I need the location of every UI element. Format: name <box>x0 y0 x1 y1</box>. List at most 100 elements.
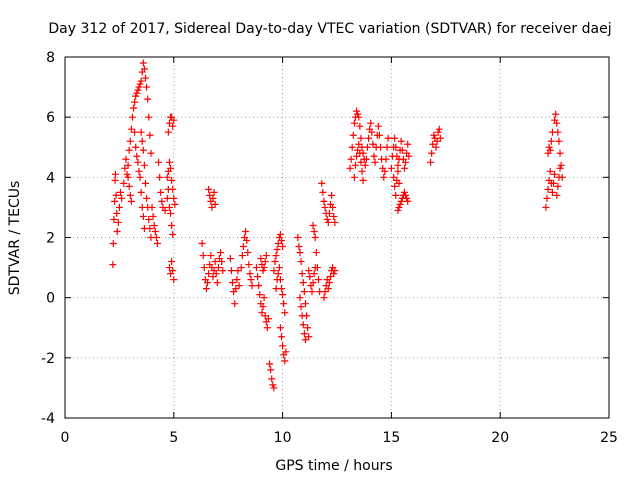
data-point <box>238 252 246 260</box>
data-point <box>304 324 312 332</box>
data-point <box>125 182 133 190</box>
data-point <box>321 203 329 211</box>
data-point <box>204 279 212 287</box>
data-point <box>400 188 408 196</box>
x-tick-label: 15 <box>382 430 400 446</box>
data-point <box>300 288 308 296</box>
data-point <box>280 300 288 308</box>
data-point <box>276 324 284 332</box>
data-point <box>390 173 398 181</box>
data-point <box>279 291 287 299</box>
data-point <box>432 143 440 151</box>
data-point <box>237 264 245 272</box>
data-point <box>113 227 121 235</box>
data-point <box>397 137 405 145</box>
data-point <box>282 348 290 356</box>
data-point <box>165 264 173 272</box>
data-point <box>200 264 208 272</box>
data-point <box>170 116 178 124</box>
data-point <box>114 218 122 226</box>
data-point <box>331 218 339 226</box>
data-point <box>169 185 177 193</box>
data-point <box>328 191 336 199</box>
data-point <box>395 203 403 211</box>
data-point <box>326 273 334 281</box>
data-point <box>279 243 287 251</box>
x-tick-label: 5 <box>169 430 178 446</box>
data-point <box>294 234 302 241</box>
data-point <box>123 170 131 178</box>
data-point <box>308 288 316 296</box>
data-point <box>136 80 144 88</box>
data-point <box>427 158 435 166</box>
data-point <box>257 255 265 263</box>
x-axis-label: GPS time / hours <box>275 458 392 474</box>
data-point <box>205 185 213 193</box>
data-point <box>211 258 219 266</box>
data-point <box>233 276 241 284</box>
data-point <box>299 279 307 287</box>
data-point <box>245 261 253 269</box>
data-point <box>359 176 367 184</box>
data-point <box>355 113 363 121</box>
data-point <box>298 270 306 278</box>
data-point <box>207 252 215 260</box>
data-point <box>208 203 216 211</box>
data-point <box>320 294 328 302</box>
data-point <box>330 270 338 278</box>
data-point <box>380 173 388 181</box>
data-point <box>274 240 282 248</box>
data-point <box>374 122 382 130</box>
data-point <box>554 128 562 136</box>
data-point <box>400 164 408 172</box>
data-point <box>246 270 254 278</box>
data-point <box>111 170 119 178</box>
data-point <box>278 285 286 293</box>
data-point <box>165 158 173 166</box>
y-tick-label: -4 <box>41 411 55 427</box>
data-point <box>354 110 362 118</box>
data-point <box>278 237 286 245</box>
data-point <box>356 149 364 157</box>
data-point <box>305 267 313 275</box>
x-tick-label: 20 <box>491 430 509 446</box>
data-point <box>433 137 441 145</box>
data-point <box>243 237 251 245</box>
data-point <box>370 152 378 160</box>
data-point <box>274 270 282 278</box>
data-point <box>545 143 553 151</box>
data-point <box>396 200 404 208</box>
data-point <box>353 152 361 160</box>
data-point <box>270 267 278 275</box>
data-point <box>313 264 321 272</box>
data-point <box>353 107 361 115</box>
data-point <box>325 209 333 217</box>
data-point <box>259 303 267 311</box>
data-point <box>167 164 175 172</box>
data-point <box>126 137 134 145</box>
grid <box>65 57 609 418</box>
data-point <box>323 215 331 223</box>
data-point <box>394 161 402 169</box>
plot-frame <box>64 56 610 419</box>
data-point <box>350 119 358 127</box>
data-point <box>369 140 377 148</box>
data-point <box>140 161 148 169</box>
data-point <box>434 128 442 136</box>
data-point <box>279 342 287 350</box>
data-point <box>109 240 117 248</box>
data-point <box>309 221 317 229</box>
data-point <box>137 188 145 196</box>
data-point <box>234 267 242 275</box>
data-point <box>394 206 402 214</box>
data-point <box>229 279 237 287</box>
data-point <box>557 161 565 169</box>
data-point <box>219 267 227 275</box>
data-point <box>170 194 178 202</box>
data-point <box>552 110 560 118</box>
data-point <box>347 155 355 163</box>
data-point <box>381 167 389 175</box>
data-point <box>428 149 436 157</box>
data-point <box>231 300 239 308</box>
data-point <box>169 267 177 275</box>
